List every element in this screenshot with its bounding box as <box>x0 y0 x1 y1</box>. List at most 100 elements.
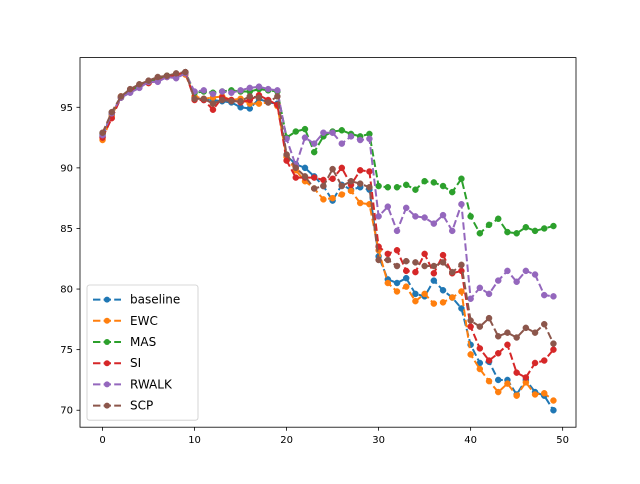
data-point <box>384 256 392 264</box>
data-point <box>338 164 346 172</box>
data-point <box>393 247 401 254</box>
data-point <box>338 191 346 198</box>
data-point <box>541 320 548 328</box>
data-point <box>504 341 511 349</box>
data-point <box>421 250 428 258</box>
data-point <box>476 323 484 330</box>
y-axis: 70 75 80 85 90 95 <box>60 103 80 417</box>
data-point <box>504 380 511 387</box>
data-point <box>301 134 309 141</box>
data-point <box>522 374 530 381</box>
data-point <box>550 293 557 300</box>
data-point <box>412 268 419 276</box>
x-tick-label: 10 <box>188 435 201 446</box>
data-point <box>292 164 300 172</box>
data-point <box>393 279 401 287</box>
data-point <box>228 89 235 96</box>
data-point <box>402 283 410 290</box>
data-point <box>421 214 428 221</box>
y-tick-label: 70 <box>60 406 73 417</box>
x-tick-label: 40 <box>464 435 477 446</box>
data-point <box>412 290 419 298</box>
data-point <box>439 259 447 266</box>
data-point <box>384 203 392 210</box>
data-point <box>228 97 235 105</box>
data-point <box>218 96 226 104</box>
x-tick-label: 0 <box>99 435 105 446</box>
data-point <box>292 128 300 135</box>
data-point <box>246 93 254 100</box>
data-point <box>320 196 327 203</box>
legend-box <box>86 284 199 421</box>
data-point <box>448 268 456 276</box>
plot-series-layer <box>99 68 557 414</box>
data-point <box>274 93 281 100</box>
y-tick-label: 90 <box>60 163 73 174</box>
x-tick-label: 50 <box>556 435 569 446</box>
data-point <box>356 180 364 187</box>
data-point <box>108 108 115 116</box>
data-point <box>209 90 217 98</box>
legend-label: SI <box>130 356 141 370</box>
data-point <box>402 204 410 212</box>
data-point <box>458 261 465 269</box>
series-rwalk <box>99 70 557 302</box>
data-point <box>402 257 410 265</box>
data-point <box>485 377 493 385</box>
data-point <box>476 284 484 292</box>
data-point <box>292 174 300 181</box>
data-point <box>384 250 392 258</box>
data-point <box>393 288 401 295</box>
data-point <box>393 184 401 191</box>
data-point <box>356 167 364 174</box>
data-point <box>218 88 226 95</box>
data-point <box>494 376 502 384</box>
data-point <box>522 324 530 332</box>
data-point <box>347 177 355 185</box>
data-point <box>421 177 428 185</box>
data-point <box>145 77 152 84</box>
data-point <box>439 287 447 294</box>
data-point <box>356 136 364 144</box>
data-point <box>126 85 134 93</box>
data-point <box>485 221 493 229</box>
data-point <box>494 215 502 223</box>
data-point <box>320 182 327 190</box>
legend-label: RWALK <box>130 377 173 391</box>
data-point <box>255 94 263 101</box>
data-point <box>439 211 447 219</box>
data-point <box>182 68 189 76</box>
data-point <box>200 87 208 94</box>
data-point <box>402 181 410 189</box>
data-point <box>421 262 428 270</box>
data-point <box>467 295 474 302</box>
data-point <box>136 81 143 88</box>
data-point <box>513 392 520 399</box>
data-point <box>467 213 474 220</box>
data-point <box>237 97 244 105</box>
data-point <box>467 317 474 324</box>
data-point <box>531 227 539 235</box>
data-point <box>375 213 382 220</box>
data-point <box>531 391 539 398</box>
legend-label: SCP <box>130 399 153 413</box>
data-point <box>384 279 392 287</box>
data-point <box>264 85 272 93</box>
data-point <box>412 259 419 266</box>
data-point <box>320 129 327 136</box>
legend-entry-mas: MAS <box>93 335 156 349</box>
data-point <box>117 93 125 100</box>
data-point <box>550 346 557 353</box>
data-point <box>356 199 364 207</box>
series-line <box>101 71 555 411</box>
data-point <box>485 290 493 298</box>
data-point <box>550 406 557 414</box>
data-point <box>541 291 548 299</box>
data-point <box>338 140 346 147</box>
data-point <box>310 185 318 192</box>
data-point <box>513 230 520 237</box>
data-point <box>513 369 520 376</box>
data-point <box>329 175 336 183</box>
legend-marker <box>104 402 110 409</box>
